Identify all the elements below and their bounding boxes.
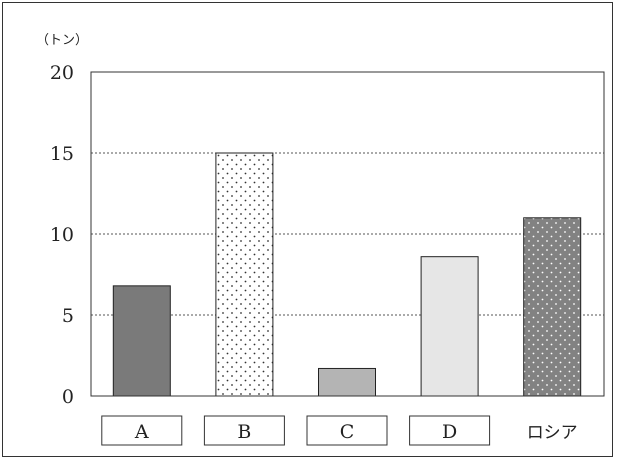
y-tick-label-20: 20 — [50, 62, 74, 84]
category-label-1: A — [134, 421, 149, 443]
bar-4 — [420, 256, 479, 397]
bar-3 — [318, 367, 376, 397]
gridlines — [91, 152, 604, 316]
category-label-4: D — [442, 421, 457, 443]
x-axis: A B C D ロシア — [101, 415, 578, 446]
y-unit-label: （トン） — [36, 33, 88, 48]
bars — [112, 152, 582, 397]
y-tick-label-0: 0 — [62, 386, 74, 408]
figure-frame — [2, 2, 613, 457]
category-box-2 — [203, 415, 285, 446]
category-label-3: C — [340, 421, 355, 443]
bar-1 — [112, 285, 171, 397]
category-box-4 — [409, 415, 491, 446]
category-label-2: B — [237, 421, 251, 443]
y-axis: 0 5 10 15 20 — [50, 62, 74, 408]
bar-2 — [215, 152, 274, 397]
category-label-5: ロシア — [527, 423, 578, 443]
category-box-3 — [306, 415, 388, 446]
y-tick-label-15: 15 — [50, 143, 74, 165]
category-box-1 — [101, 415, 183, 446]
bar-5 — [523, 217, 582, 397]
y-tick-label-5: 5 — [62, 305, 74, 327]
plot-area — [90, 71, 605, 397]
y-tick-label-10: 10 — [50, 224, 74, 246]
